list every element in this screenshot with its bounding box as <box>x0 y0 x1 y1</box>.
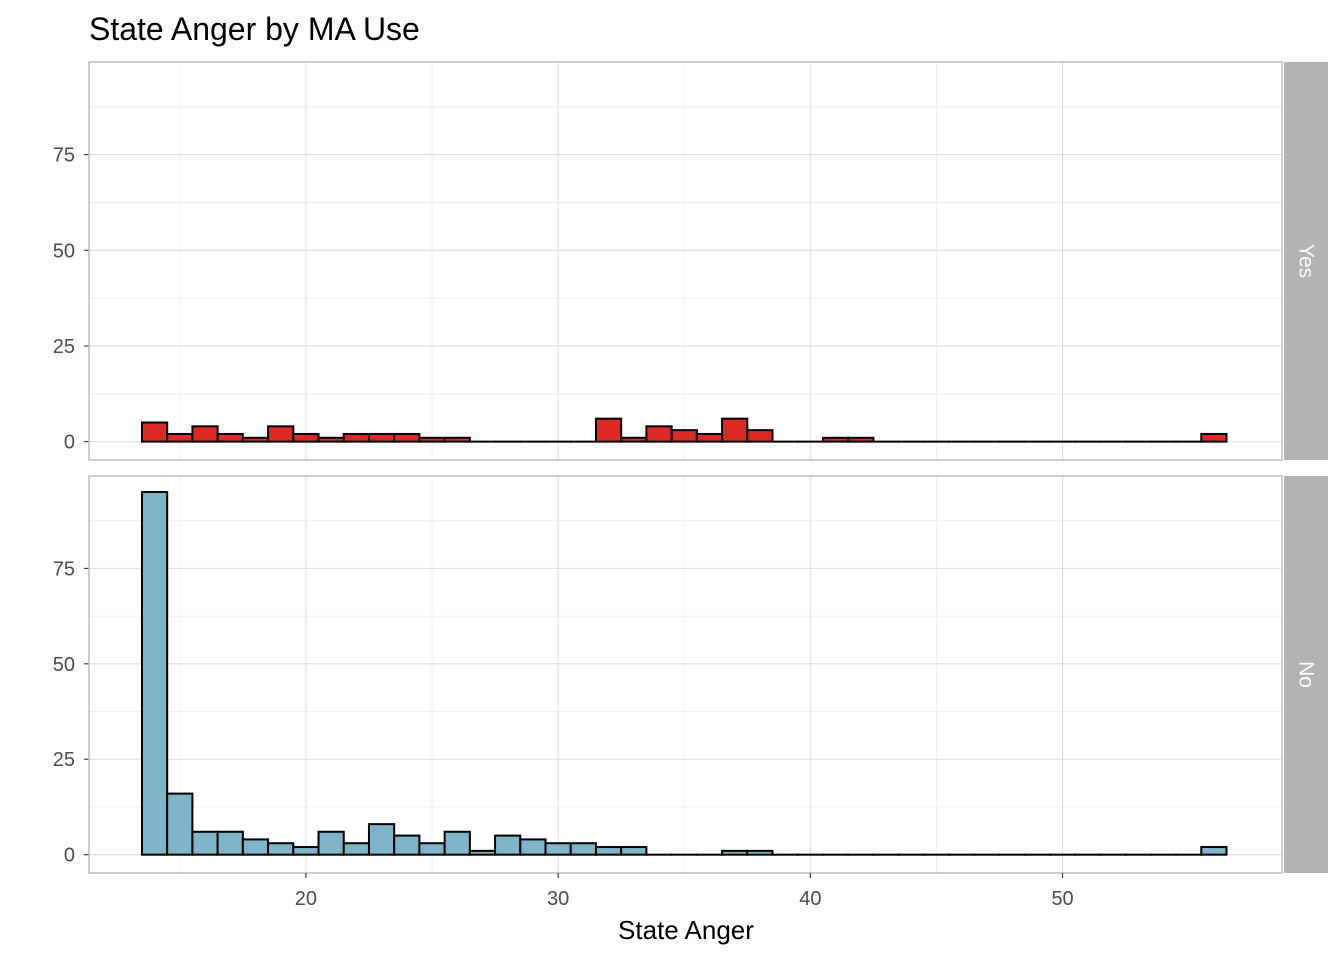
histogram-bar <box>267 425 295 443</box>
histogram-bar <box>594 846 623 856</box>
histogram-bar <box>645 425 673 443</box>
y-tick-label: 50 <box>53 654 75 676</box>
x-tick-label: 30 <box>547 888 569 910</box>
histogram-bar <box>721 417 749 443</box>
facet-strip-no: No <box>1284 476 1328 873</box>
histogram-bar <box>317 830 345 856</box>
histogram-bar <box>721 849 749 856</box>
histogram-bar <box>292 846 320 856</box>
histogram-bar <box>569 842 597 856</box>
histogram-bar <box>670 429 698 443</box>
histogram-bar <box>216 432 244 443</box>
y-tick-label: 25 <box>53 749 75 771</box>
panels: 0 25 50 75 Yes 0 25 50 75 No <box>53 61 1328 874</box>
histogram-bar <box>418 436 446 443</box>
y-tick-label: 0 <box>64 845 75 867</box>
histogram-bar <box>746 429 774 443</box>
histogram-bar <box>746 849 774 856</box>
panel-border <box>88 61 1283 461</box>
histogram-bar <box>166 792 194 856</box>
panel-yes: 0 25 50 75 Yes <box>53 61 1328 461</box>
chart-title: State Anger by MA Use <box>89 11 420 47</box>
y-tick-label: 75 <box>53 145 75 167</box>
histogram-bar <box>191 425 219 443</box>
facet-strip-label: Yes <box>1295 244 1318 278</box>
histogram-bar <box>241 838 270 856</box>
histogram-bar <box>140 421 169 443</box>
histogram-bar <box>544 842 572 856</box>
histogram-bar <box>494 834 522 856</box>
histogram-bar <box>367 823 396 856</box>
histogram-bar <box>317 436 345 443</box>
facet-strip-background <box>1284 476 1328 873</box>
histogram-bar <box>166 432 194 443</box>
histogram-bar <box>342 842 370 856</box>
histogram-bar <box>393 432 421 443</box>
histogram-bar <box>519 838 547 856</box>
histogram-bar <box>418 842 446 856</box>
histogram-bar <box>468 849 497 856</box>
histogram-bar <box>620 436 648 443</box>
histogram-bar <box>191 830 219 856</box>
histogram-bar <box>342 432 370 443</box>
histogram-bar <box>1200 432 1228 443</box>
histogram-bar <box>367 432 396 443</box>
x-tick-label: 50 <box>1051 888 1073 910</box>
histogram-bar <box>594 417 623 443</box>
histogram-bar <box>292 432 320 443</box>
histogram-bar <box>443 830 471 856</box>
x-tick-label: 40 <box>799 888 821 910</box>
histogram-bar <box>216 830 244 856</box>
y-tick-label: 50 <box>53 240 75 262</box>
x-axis-title: State Anger <box>618 915 754 945</box>
facet-strip-yes: Yes <box>1284 62 1328 460</box>
x-tick-label: 20 <box>295 888 317 910</box>
facet-strip-background <box>1284 62 1328 460</box>
panel-no: 0 25 50 75 No <box>53 475 1328 874</box>
histogram-bar <box>620 846 648 856</box>
histogram-bar <box>847 436 875 443</box>
histogram-bar <box>393 834 421 856</box>
histogram-bar <box>1200 846 1228 856</box>
facet-strip-label: No <box>1295 661 1318 688</box>
histogram-bar <box>821 436 850 443</box>
histogram-bar <box>267 842 295 856</box>
x-axis-ticks: 20 30 40 50 <box>295 873 1074 910</box>
y-tick-label: 75 <box>53 558 75 580</box>
histogram-bar <box>241 436 270 443</box>
histogram-bar <box>140 491 169 856</box>
histogram-bar <box>443 436 471 443</box>
panel-border <box>88 475 1283 874</box>
histogram-bar <box>695 432 724 443</box>
y-tick-label: 0 <box>64 432 75 454</box>
y-tick-label: 25 <box>53 336 75 358</box>
